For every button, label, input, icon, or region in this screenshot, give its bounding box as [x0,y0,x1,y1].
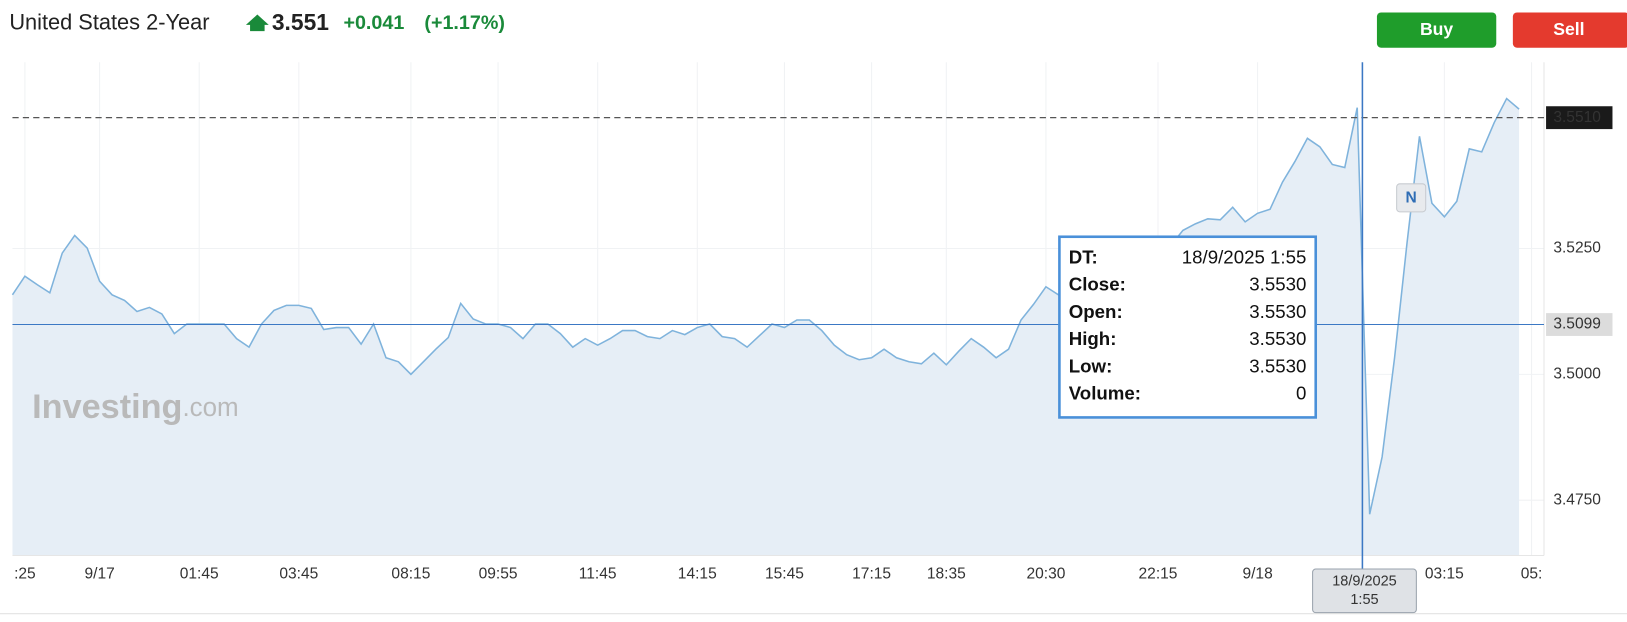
price-change: +0.041 [343,12,404,34]
tooltip-label: Close: [1069,274,1126,295]
crosshair-time: 1:55 [1350,592,1378,608]
last-price: 3.551 [272,9,329,35]
buy-button[interactable]: Buy [1376,12,1497,48]
tooltip-label: Open: [1069,301,1123,322]
tooltip-value: 3.5530 [1249,301,1306,322]
x-tick-label: 18:35 [927,565,966,582]
x-tick-label: 08:15 [391,565,430,582]
instrument-title: United States 2-Year [9,10,209,35]
tooltip-label: High: [1069,328,1117,349]
x-tick-label: 20:30 [1026,565,1065,582]
buy-button-label[interactable]: Buy [1420,19,1453,39]
sell-button-bg[interactable] [1512,12,1627,48]
crosshair-label-box [1312,568,1417,614]
x-tick-label: 17:15 [852,565,891,582]
x-tick-label: 03:15 [1425,565,1464,582]
x-tick-label: 01:45 [180,565,219,582]
overlay: 18/9/2025 1:55 N DT: 18/9/2025 1:55 Close:… [1058,62,1427,614]
news-marker-label[interactable]: N [1406,189,1417,206]
tooltip-label: DT: [1069,246,1098,267]
buy-button-bg[interactable] [1376,12,1497,48]
x-tick-label: 9/17 [84,565,114,582]
x-tick-label: 15:45 [765,565,804,582]
y-tick-label: 3.5000 [1553,365,1601,382]
y-tick-label: 3.4750 [1553,491,1601,508]
tooltip-value: 3.5530 [1249,355,1306,376]
sell-button-label[interactable]: Sell [1553,19,1584,39]
watermark: Investing.com [32,388,239,426]
up-arrow [245,14,269,32]
x-tick-label: 9/18 [1242,565,1272,582]
x-tick-label: 05: [1521,565,1543,582]
reference-label-box [1546,106,1613,130]
watermark-suffix: .com [182,394,238,422]
tooltip-value: 3.5530 [1249,274,1306,295]
reference-label: 3.5510 [1553,109,1601,126]
reference-label: 3.5099 [1553,316,1601,333]
tooltip-value: 3.5530 [1249,328,1306,349]
x-tick-label: :25 [14,565,36,582]
tooltip-label: Low: [1069,355,1113,376]
y-tick-label: 3.5250 [1553,240,1601,257]
plot-area: 3.4750 3.5000 3.5250 :25 9/17 01:45 03:45 08:15… [11,62,1613,582]
x-tick-label: 09:55 [479,565,518,582]
tooltip [1058,235,1318,419]
price-change-percent: (+1.17%) [424,12,505,34]
x-tick-label: 22:15 [1139,565,1178,582]
x-tick-label: 03:45 [279,565,318,582]
crosshair-date: 18/9/2025 [1332,573,1397,589]
x-tick-label: 14:15 [678,565,717,582]
price-line [11,97,1520,515]
sell-button[interactable]: Sell [1512,12,1627,48]
tooltip-value: 0 [1296,383,1306,404]
tooltip-label: Volume: [1069,383,1141,404]
tooltip-value: 18/9/2025 1:55 [1182,246,1307,267]
news-marker[interactable] [1396,183,1427,213]
x-tick-label: 11:45 [579,565,617,582]
area-fill [12,98,1520,556]
reference-label-box [1546,313,1613,336]
